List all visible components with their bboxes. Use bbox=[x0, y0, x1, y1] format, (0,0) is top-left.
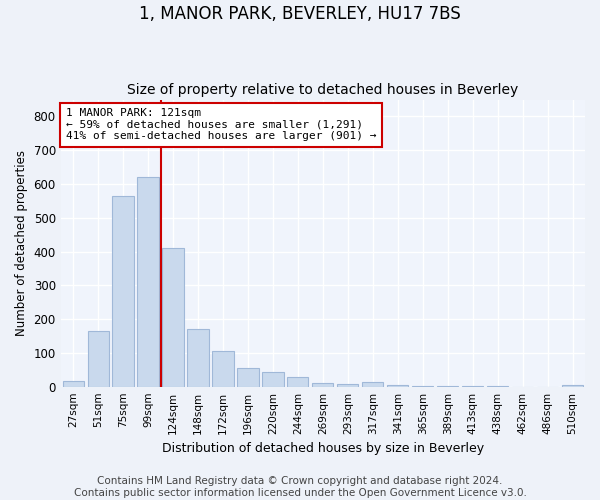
Bar bbox=[163, 248, 184, 386]
Bar bbox=[112, 196, 134, 386]
Bar bbox=[262, 372, 284, 386]
X-axis label: Distribution of detached houses by size in Beverley: Distribution of detached houses by size … bbox=[162, 442, 484, 455]
Bar bbox=[238, 368, 259, 386]
Bar bbox=[62, 381, 84, 386]
Bar bbox=[212, 351, 233, 386]
Bar bbox=[562, 385, 583, 386]
Bar bbox=[337, 384, 358, 386]
Bar bbox=[312, 384, 334, 386]
Bar bbox=[88, 331, 109, 386]
Bar bbox=[187, 330, 209, 386]
Bar bbox=[287, 376, 308, 386]
Text: Contains HM Land Registry data © Crown copyright and database right 2024.
Contai: Contains HM Land Registry data © Crown c… bbox=[74, 476, 526, 498]
Bar bbox=[387, 385, 409, 386]
Bar bbox=[362, 382, 383, 386]
Title: Size of property relative to detached houses in Beverley: Size of property relative to detached ho… bbox=[127, 83, 518, 97]
Text: 1 MANOR PARK: 121sqm
← 59% of detached houses are smaller (1,291)
41% of semi-de: 1 MANOR PARK: 121sqm ← 59% of detached h… bbox=[66, 108, 376, 142]
Y-axis label: Number of detached properties: Number of detached properties bbox=[15, 150, 28, 336]
Bar bbox=[137, 177, 158, 386]
Text: 1, MANOR PARK, BEVERLEY, HU17 7BS: 1, MANOR PARK, BEVERLEY, HU17 7BS bbox=[139, 5, 461, 23]
